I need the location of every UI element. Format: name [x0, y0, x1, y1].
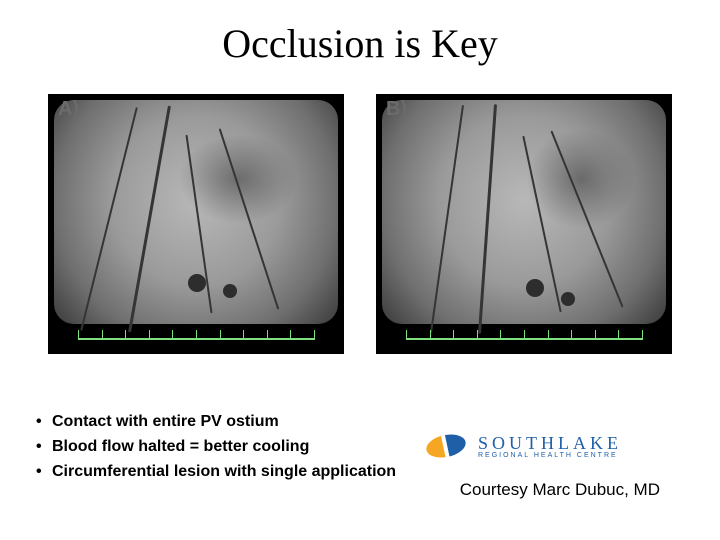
- fluoroscopy-image-b: [376, 94, 672, 354]
- image-credit: Courtesy Marc Dubuc, MD: [460, 480, 660, 500]
- list-item: Blood flow halted = better cooling: [30, 435, 430, 458]
- bullet-list: Contact with entire PV ostium Blood flow…: [30, 410, 430, 486]
- scale-ruler: [406, 328, 642, 340]
- list-item: Circumferential lesion with single appli…: [30, 460, 430, 483]
- figure-b-label: B): [386, 98, 407, 121]
- slide: Occlusion is Key A) B): [0, 0, 720, 540]
- scale-ruler: [78, 328, 314, 340]
- figure-row: A) B): [48, 94, 672, 354]
- logo-block: SOUTHLAKE REGIONAL HEALTH CENTRE: [424, 432, 684, 460]
- page-title: Occlusion is Key: [0, 20, 720, 67]
- figure-a: A): [48, 94, 344, 354]
- figure-b: B): [376, 94, 672, 354]
- fluoroscopy-image-a: [48, 94, 344, 354]
- figure-a-label: A): [58, 98, 79, 121]
- southlake-logo-icon: [424, 432, 468, 460]
- list-item: Contact with entire PV ostium: [30, 410, 430, 433]
- logo-subtitle: REGIONAL HEALTH CENTRE: [478, 452, 622, 459]
- logo-name: SOUTHLAKE: [478, 434, 622, 452]
